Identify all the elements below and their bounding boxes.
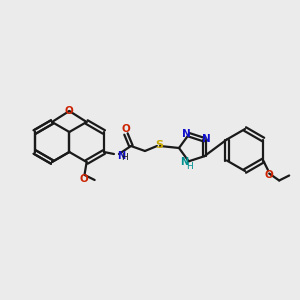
Text: O: O	[265, 170, 274, 181]
Text: H: H	[186, 162, 193, 171]
Text: O: O	[121, 124, 130, 134]
Text: N: N	[181, 157, 189, 167]
Text: H: H	[122, 154, 128, 163]
Text: N: N	[117, 151, 125, 161]
Text: N: N	[182, 129, 191, 139]
Text: N: N	[202, 134, 211, 144]
Text: O: O	[65, 106, 74, 116]
Text: S: S	[155, 140, 163, 150]
Text: O: O	[79, 174, 88, 184]
